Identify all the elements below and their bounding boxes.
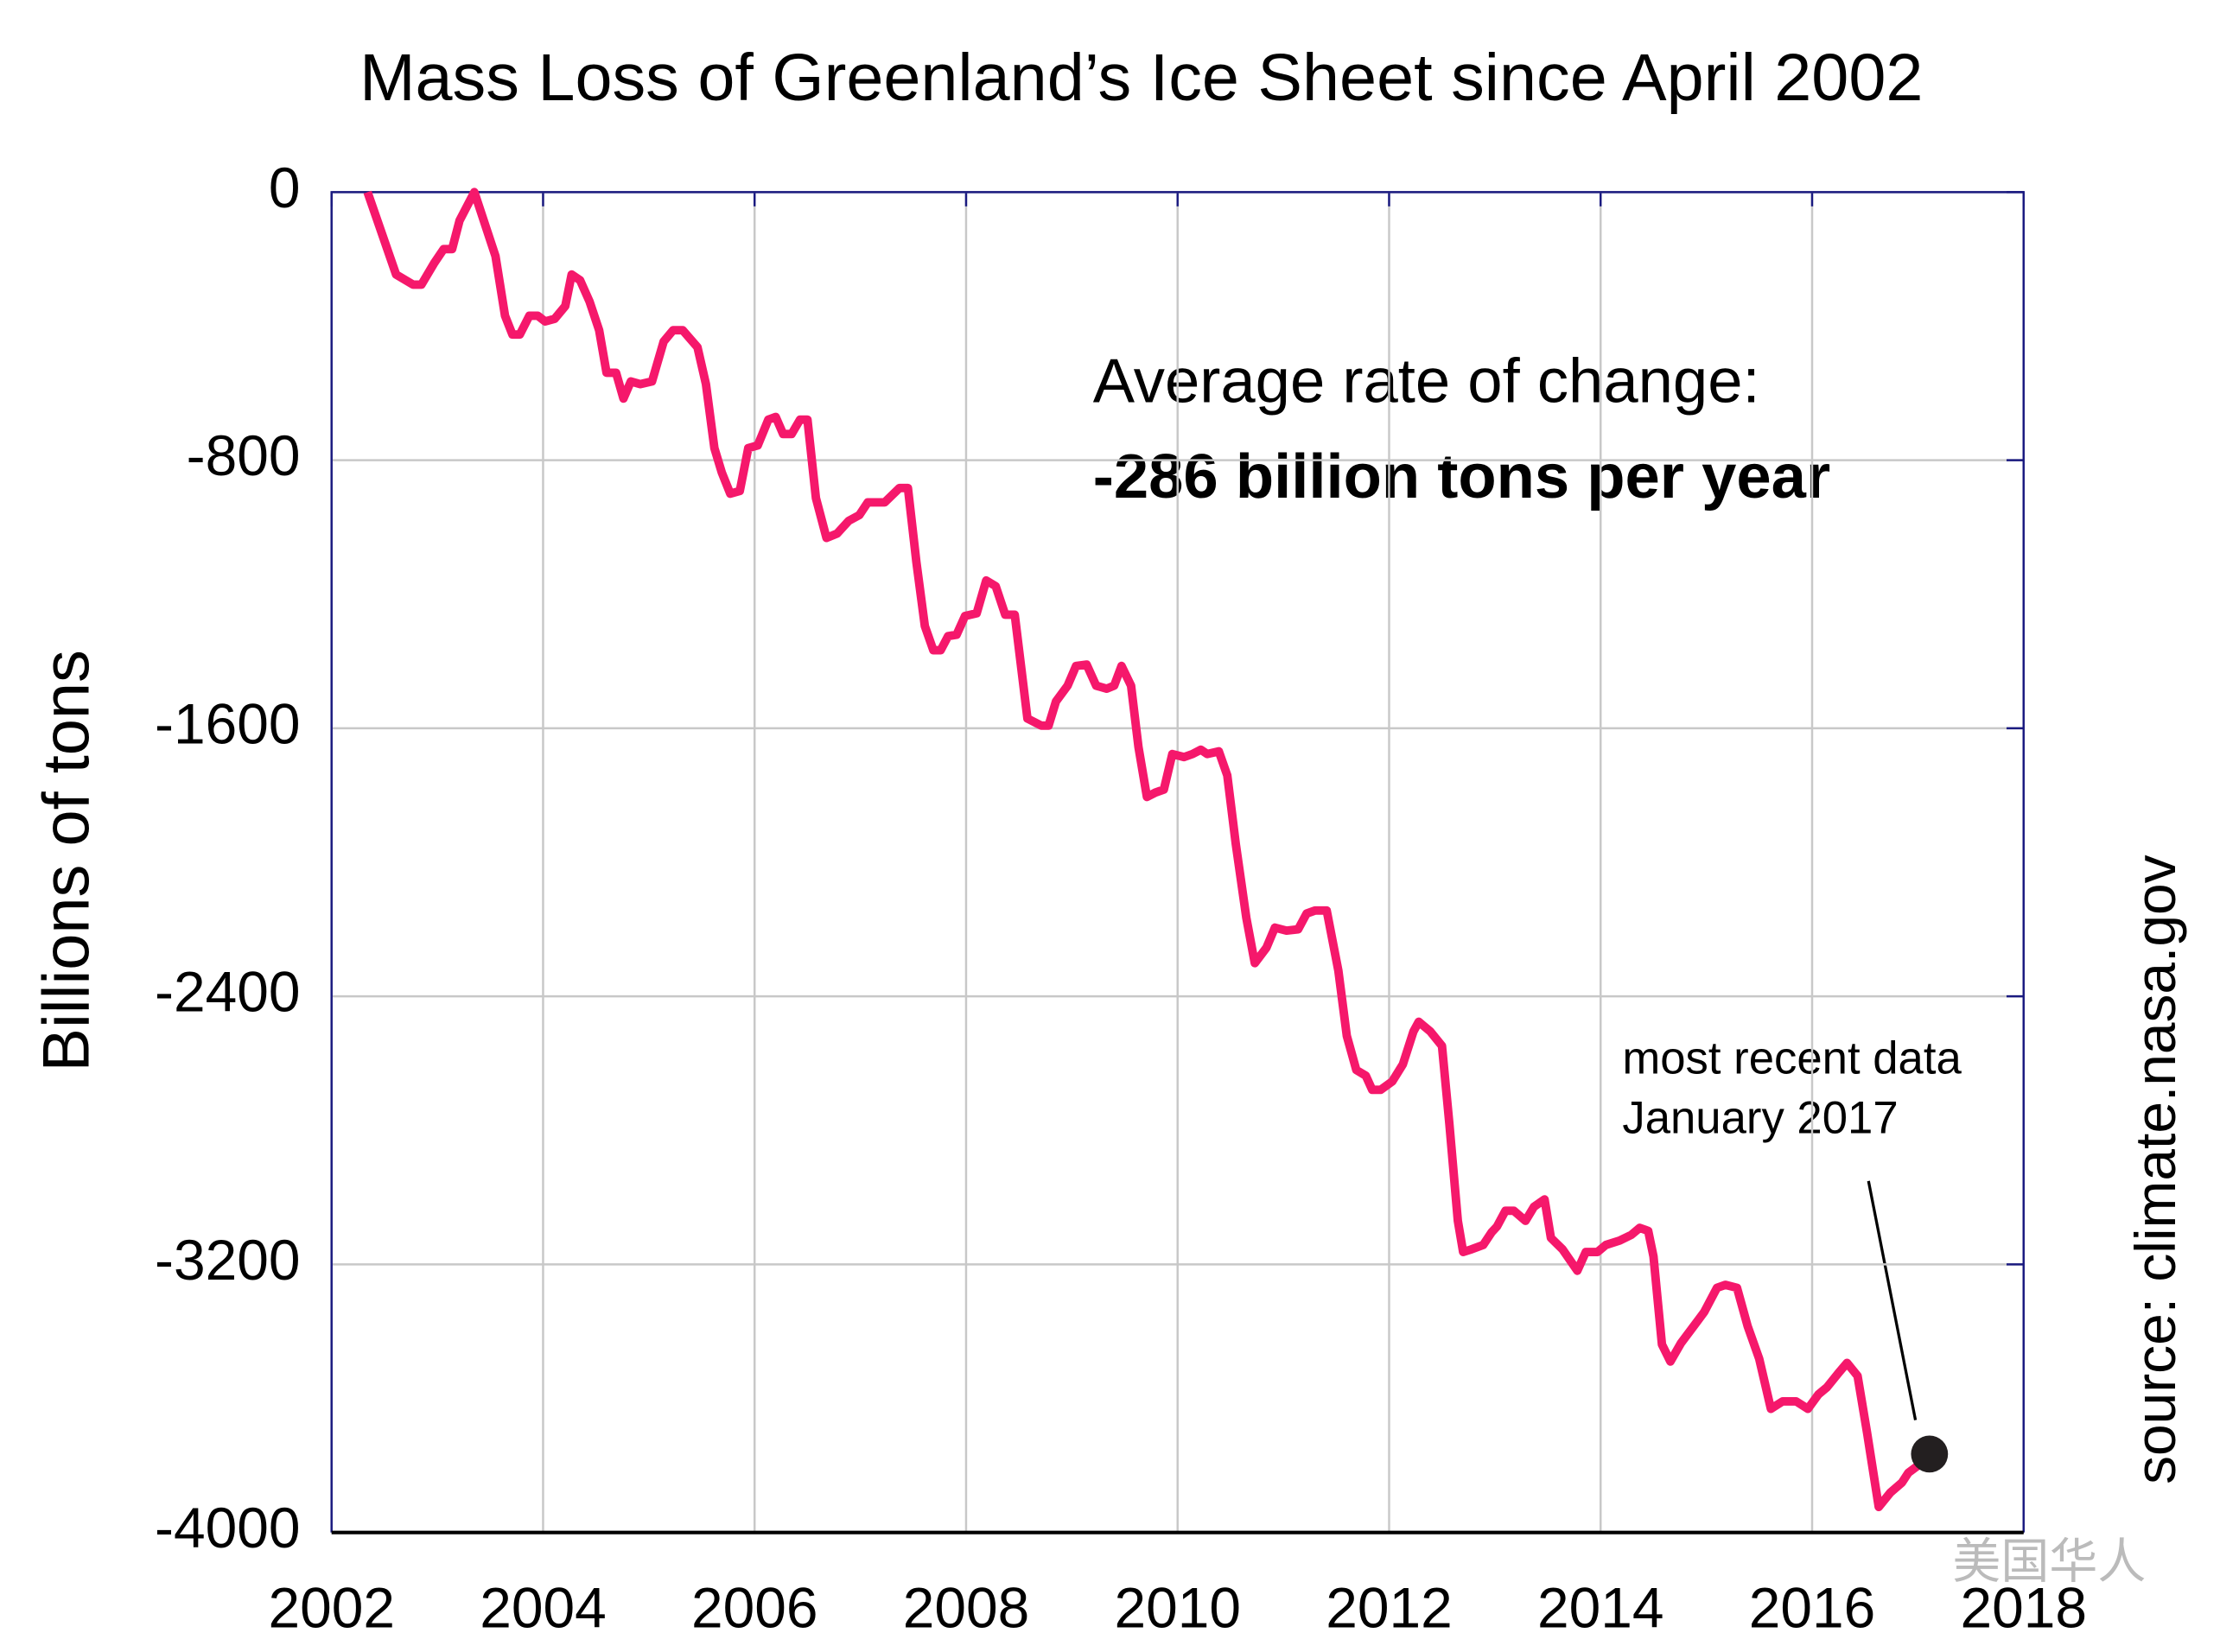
- y-axis-label: Billions of tons: [29, 650, 103, 1071]
- recent-note: January 2017: [1622, 1093, 1898, 1144]
- x-tick-label: 2016: [1749, 1575, 1876, 1639]
- chart-title: Mass Loss of Greenland’s Ice Sheet since…: [359, 41, 1923, 115]
- plot-area: 2002 2004 2006 2008 2010 2012 2014 2016 2018 0 -80…: [155, 156, 2087, 1640]
- plot-frame: [330, 191, 2025, 1533]
- recent-note: most recent data: [1622, 1032, 1962, 1083]
- y-tick-label: -1600: [155, 691, 300, 755]
- x-tick-label: 2010: [1114, 1575, 1241, 1639]
- y-tick-label: -4000: [155, 1496, 300, 1560]
- rate-value: -286 billion tons per year: [1093, 442, 1830, 511]
- y-tick-label: 0: [269, 156, 301, 219]
- x-tick-label: 2006: [691, 1575, 818, 1639]
- source-note: source: climate.nasa.gov: [2123, 855, 2187, 1484]
- y-tick-label: -2400: [155, 960, 300, 1024]
- latest-point: [1911, 1435, 1949, 1473]
- rate-heading: Average rate of change:: [1093, 346, 1760, 416]
- watermark: 美国华人: [1952, 1534, 2146, 1588]
- data-line: [363, 187, 1933, 1512]
- x-tick-label: 2008: [903, 1575, 1030, 1639]
- x-tick-label: 2002: [268, 1575, 395, 1639]
- x-tick-label: 2018: [1960, 1575, 2087, 1639]
- annotation-pointer: [1867, 1180, 1918, 1420]
- x-tick-label: 2004: [480, 1575, 607, 1639]
- x-tick-label: 2012: [1326, 1575, 1453, 1639]
- y-tick-label: -800: [187, 423, 301, 487]
- y-tick-label: -3200: [155, 1228, 300, 1292]
- x-tick-label: 2014: [1537, 1575, 1664, 1639]
